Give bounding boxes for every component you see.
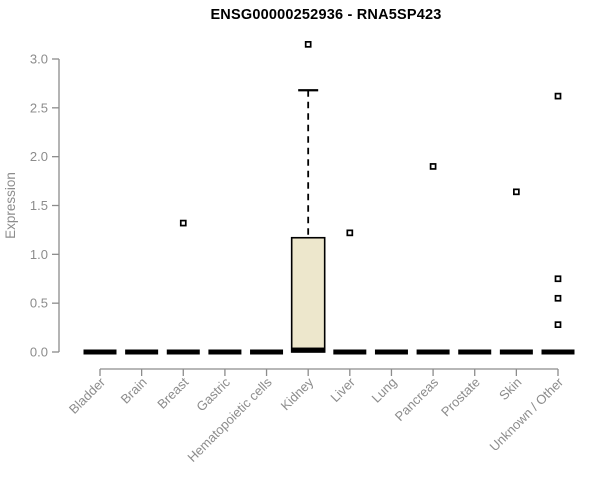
median-line: [250, 349, 284, 355]
boxplot-liver: [333, 229, 367, 355]
y-tick-label: 3.0: [30, 52, 48, 67]
x-tick-label: Pancreas: [392, 374, 442, 424]
boxplot-gastric: [208, 349, 242, 355]
boxplot-skin: [499, 188, 533, 355]
x-tick-label: Gastric: [193, 374, 233, 414]
chart-title: ENSG00000252936 - RNA5SP423: [210, 7, 442, 23]
outlier-point: [554, 275, 562, 283]
boxplot-brain: [125, 349, 159, 355]
y-tick-label: 2.5: [30, 100, 48, 115]
x-tick-label: Kidney: [278, 374, 317, 413]
boxplot-hematopoietic-cells: [250, 349, 284, 355]
x-tick-label: Lung: [369, 375, 400, 406]
y-tick-label: 0.5: [30, 296, 48, 311]
median-line: [458, 349, 492, 355]
y-axis-title: Expression: [3, 172, 18, 239]
boxplot-unknown-other: [541, 92, 575, 355]
boxplot-pancreas: [416, 163, 450, 355]
outlier-point: [429, 163, 437, 170]
boxplot-lung: [374, 349, 408, 355]
median-line: [166, 349, 200, 355]
median-line: [291, 347, 325, 353]
boxplot-breast: [166, 219, 200, 355]
x-tick-label: Liver: [327, 374, 358, 405]
median-line: [416, 349, 450, 355]
x-tick-label: Skin: [496, 375, 524, 403]
outlier-point: [554, 92, 562, 100]
y-tick-label: 1.0: [30, 247, 48, 262]
y-tick-label: 1.5: [30, 198, 48, 213]
x-tick-label: Brain: [118, 375, 150, 407]
outlier-point: [554, 294, 562, 302]
median-line: [333, 349, 367, 355]
median-line: [541, 349, 575, 355]
median-line: [374, 349, 408, 355]
outlier-point: [179, 219, 187, 227]
boxplot-bladder: [83, 349, 117, 355]
outlier-point: [304, 40, 312, 48]
boxplot-kidney: [290, 40, 326, 353]
median-line: [208, 349, 242, 355]
median-line: [83, 349, 117, 355]
x-tick-label: Bladder: [66, 374, 109, 417]
median-line: [499, 349, 533, 355]
x-tick-label: Prostate: [438, 375, 483, 420]
outlier-point: [513, 188, 520, 196]
x-tick-label: Unknown / Other: [487, 374, 567, 454]
y-tick-label: 0.0: [30, 345, 48, 360]
y-tick-label: 2.0: [30, 149, 48, 164]
median-line: [125, 349, 159, 355]
box-rect: [290, 236, 326, 353]
x-tick-label: Breast: [154, 374, 191, 411]
boxplot-prostate: [458, 349, 492, 355]
outlier-point: [554, 321, 562, 329]
outlier-point: [346, 229, 354, 237]
